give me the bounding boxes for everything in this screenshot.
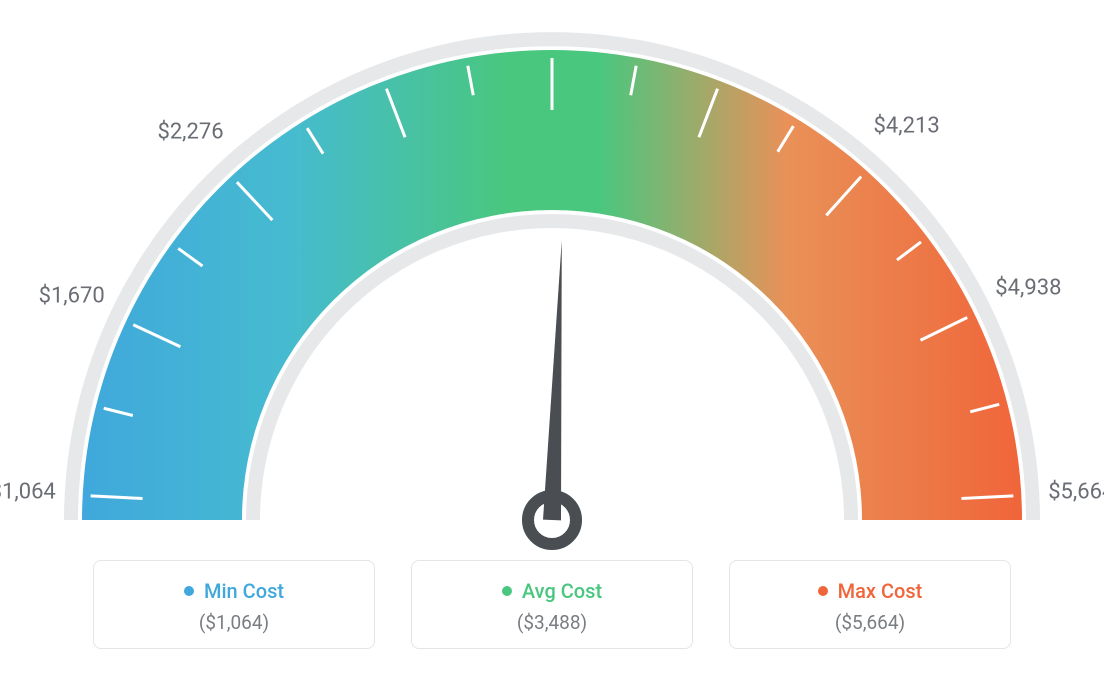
dot-icon (502, 586, 512, 596)
legend-value-text: ($5,664) (730, 611, 1010, 634)
gauge-tick-label: $3,488 (519, 0, 585, 3)
legend-value-text: ($1,064) (94, 611, 374, 634)
legend-card-avg: Avg Cost ($3,488) (411, 560, 693, 649)
gauge-tick-label: $4,938 (995, 275, 1061, 300)
legend-title-text: Max Cost (838, 579, 923, 603)
gauge-tick-label: $1,670 (39, 284, 105, 309)
legend-card-min: Min Cost ($1,064) (93, 560, 375, 649)
legend-title-text: Min Cost (204, 579, 284, 603)
gauge-tick-label: $4,213 (874, 114, 940, 139)
gauge-tick-label: $5,664 (1048, 480, 1104, 505)
gauge-tick-label: $2,276 (157, 120, 223, 145)
gauge-svg (0, 0, 1104, 560)
dot-icon (818, 586, 828, 596)
legend-row: Min Cost ($1,064) Avg Cost ($3,488) Max … (0, 560, 1104, 669)
legend-title-text: Avg Cost (522, 579, 602, 603)
gauge-tick-label: $1,064 (0, 480, 56, 505)
dot-icon (184, 586, 194, 596)
legend-value-text: ($3,488) (412, 611, 692, 634)
legend-card-max: Max Cost ($5,664) (729, 560, 1011, 649)
gauge-chart: $1,064 $1,670 $2,276 $3,488 $4,213 $4,938 $5,6… (0, 0, 1104, 560)
